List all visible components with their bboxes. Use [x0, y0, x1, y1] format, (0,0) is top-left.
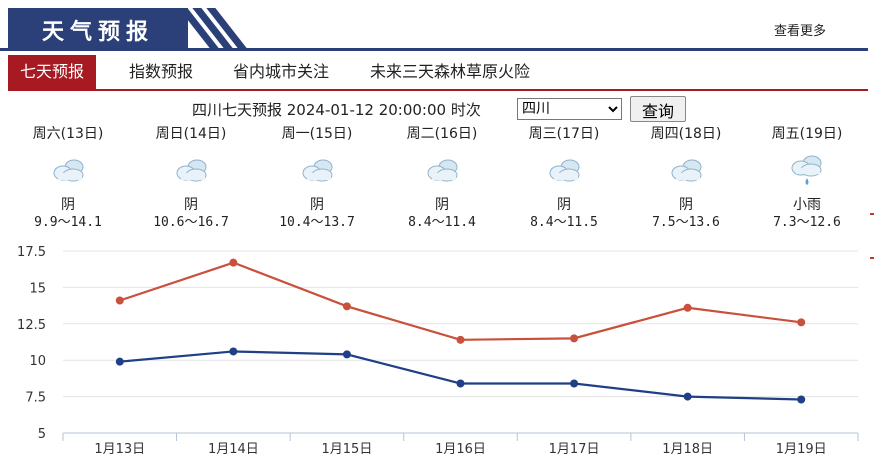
y-tick-label: 17.5: [17, 245, 46, 260]
cloudy-icon: [422, 150, 462, 190]
day-weekday: 周四(18日): [650, 126, 722, 142]
day-weekday: 周日(14日): [155, 126, 227, 142]
x-tick-label: 1月17日: [549, 442, 600, 457]
low-temp-point: [683, 392, 692, 401]
day-temp-range: 7.3～12.6: [773, 215, 841, 230]
low-temp-point: [456, 379, 465, 388]
high-temp-point: [683, 303, 692, 312]
query-description: 四川七天预报 2024-01-12 20:00:00 时次: [192, 101, 481, 119]
low-temp-point: [229, 347, 238, 356]
day-weekday: 周五(19日): [771, 126, 843, 142]
day-forecast: 周六(13日) 阴 9.9～14.1: [13, 124, 123, 232]
more-link[interactable]: 查看更多: [773, 24, 826, 39]
low-temp-point: [115, 357, 124, 366]
low-temp-line: [119, 350, 802, 401]
day-condition: 阴: [61, 197, 75, 213]
page-title: 天气预报: [42, 20, 155, 45]
day-condition: 阴: [679, 197, 693, 213]
day-condition: 阴: [557, 197, 571, 213]
day-forecast: 周四(18日) 阴 7.5～13.6: [631, 124, 741, 232]
day-weekday: 周二(16日): [406, 126, 478, 142]
tab-seven-day[interactable]: 七天预报: [8, 55, 97, 89]
tab-fire-risk[interactable]: 未来三天森林草原火险: [370, 62, 531, 81]
y-tick-label: 12.5: [17, 318, 46, 333]
day-condition: 小雨: [793, 197, 821, 213]
high-temp-point: [797, 318, 806, 327]
day-temp-range: 10.4～13.7: [279, 215, 355, 230]
day-weekday: 周三(17日): [528, 126, 600, 142]
day-temp-range: 7.5～13.6: [652, 215, 720, 230]
cloudy-icon: [544, 150, 584, 190]
day-temp-range: 9.9～14.1: [34, 215, 102, 230]
tab-province-cities[interactable]: 省内城市关注: [233, 62, 330, 81]
header-banner: 天气预报 查看更多: [0, 0, 874, 51]
edge-marker: [870, 213, 874, 215]
day-weekday: 周一(15日): [281, 126, 353, 142]
y-tick-label: 10: [29, 354, 46, 369]
day-temp-range: 8.4～11.4: [408, 215, 476, 230]
high-temp-point: [570, 334, 579, 343]
day-forecast: 周日(14日) 阴 10.6～16.7: [136, 124, 246, 232]
x-tick-label: 1月14日: [208, 442, 259, 457]
x-tick-label: 1月15日: [322, 442, 373, 457]
y-tick-label: 15: [29, 281, 46, 296]
day-forecast: 周一(15日) 阴 10.4～13.7: [262, 124, 372, 232]
x-tick-label: 1月13日: [94, 442, 145, 457]
high-temp-line: [119, 261, 802, 341]
tab-index-forecast[interactable]: 指数预报: [129, 62, 194, 81]
query-button[interactable]: 查询: [630, 96, 686, 122]
day-forecast: 周二(16日) 阴 8.4～11.4: [387, 124, 497, 232]
cloudy-icon: [48, 150, 88, 190]
tab-bar: 七天预报 指数预报 省内城市关注 未来三天森林草原火险: [8, 55, 868, 91]
high-temp-point: [115, 296, 124, 305]
cloudy-icon: [297, 150, 337, 190]
day-weekday: 周六(13日): [32, 126, 104, 142]
low-temp-point: [342, 350, 351, 359]
day-temp-range: 10.6～16.7: [153, 215, 229, 230]
province-select[interactable]: 四川: [517, 98, 622, 120]
edge-marker: [870, 257, 874, 259]
title-block: 天气预报: [8, 8, 188, 48]
day-condition: 阴: [310, 197, 324, 213]
high-temp-point: [342, 302, 351, 311]
x-tick-label: 1月16日: [435, 442, 486, 457]
day-forecast: 周五(19日) 小雨 7.3～12.6: [752, 124, 862, 232]
cloudy-icon: [171, 150, 211, 190]
day-forecast: 周三(17日) 阴 8.4～11.5: [509, 124, 619, 232]
y-tick-label: 5: [38, 427, 46, 442]
temperature-chart: 17.5 15 12.5 10 7.5 5 1月13日 1月14日 1月15日 1月16日 1月17…: [17, 245, 859, 457]
light-rain-icon: [787, 150, 827, 190]
high-temp-point: [456, 335, 465, 344]
day-condition: 阴: [184, 197, 198, 213]
x-tick-label: 1月19日: [776, 442, 827, 457]
y-tick-label: 7.5: [25, 391, 46, 406]
low-temp-point: [570, 379, 579, 388]
day-temp-range: 8.4～11.5: [530, 215, 598, 230]
query-row: 四川七天预报 2024-01-12 20:00:00 时次 四川 查询: [0, 96, 874, 122]
low-temp-point: [797, 395, 806, 404]
x-tick-label: 1月18日: [662, 442, 713, 457]
cloudy-icon: [666, 150, 706, 190]
high-temp-point: [229, 258, 238, 267]
day-condition: 阴: [435, 197, 449, 213]
